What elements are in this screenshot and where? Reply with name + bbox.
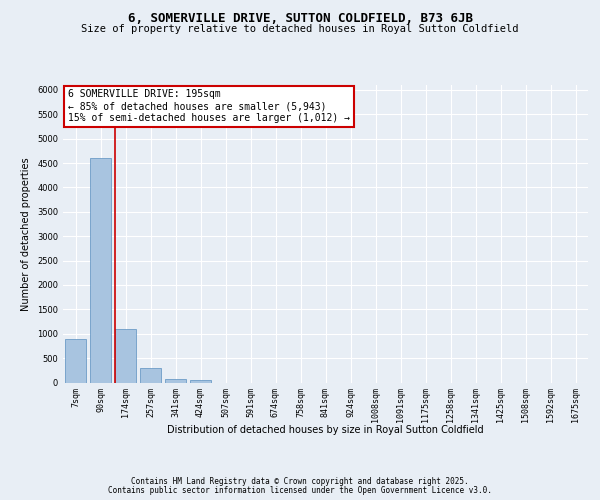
Text: Contains HM Land Registry data © Crown copyright and database right 2025.: Contains HM Land Registry data © Crown c… xyxy=(131,478,469,486)
Y-axis label: Number of detached properties: Number of detached properties xyxy=(22,157,31,310)
Text: Size of property relative to detached houses in Royal Sutton Coldfield: Size of property relative to detached ho… xyxy=(81,24,519,34)
Bar xyxy=(90,158,111,382)
Bar xyxy=(190,380,211,382)
X-axis label: Distribution of detached houses by size in Royal Sutton Coldfield: Distribution of detached houses by size … xyxy=(167,425,484,435)
Text: 6 SOMERVILLE DRIVE: 195sqm
← 85% of detached houses are smaller (5,943)
15% of s: 6 SOMERVILLE DRIVE: 195sqm ← 85% of deta… xyxy=(68,90,350,122)
Text: Contains public sector information licensed under the Open Government Licence v3: Contains public sector information licen… xyxy=(108,486,492,495)
Bar xyxy=(115,330,136,382)
Bar xyxy=(165,379,186,382)
Bar xyxy=(140,368,161,382)
Text: 6, SOMERVILLE DRIVE, SUTTON COLDFIELD, B73 6JB: 6, SOMERVILLE DRIVE, SUTTON COLDFIELD, B… xyxy=(128,12,473,26)
Bar xyxy=(65,338,86,382)
